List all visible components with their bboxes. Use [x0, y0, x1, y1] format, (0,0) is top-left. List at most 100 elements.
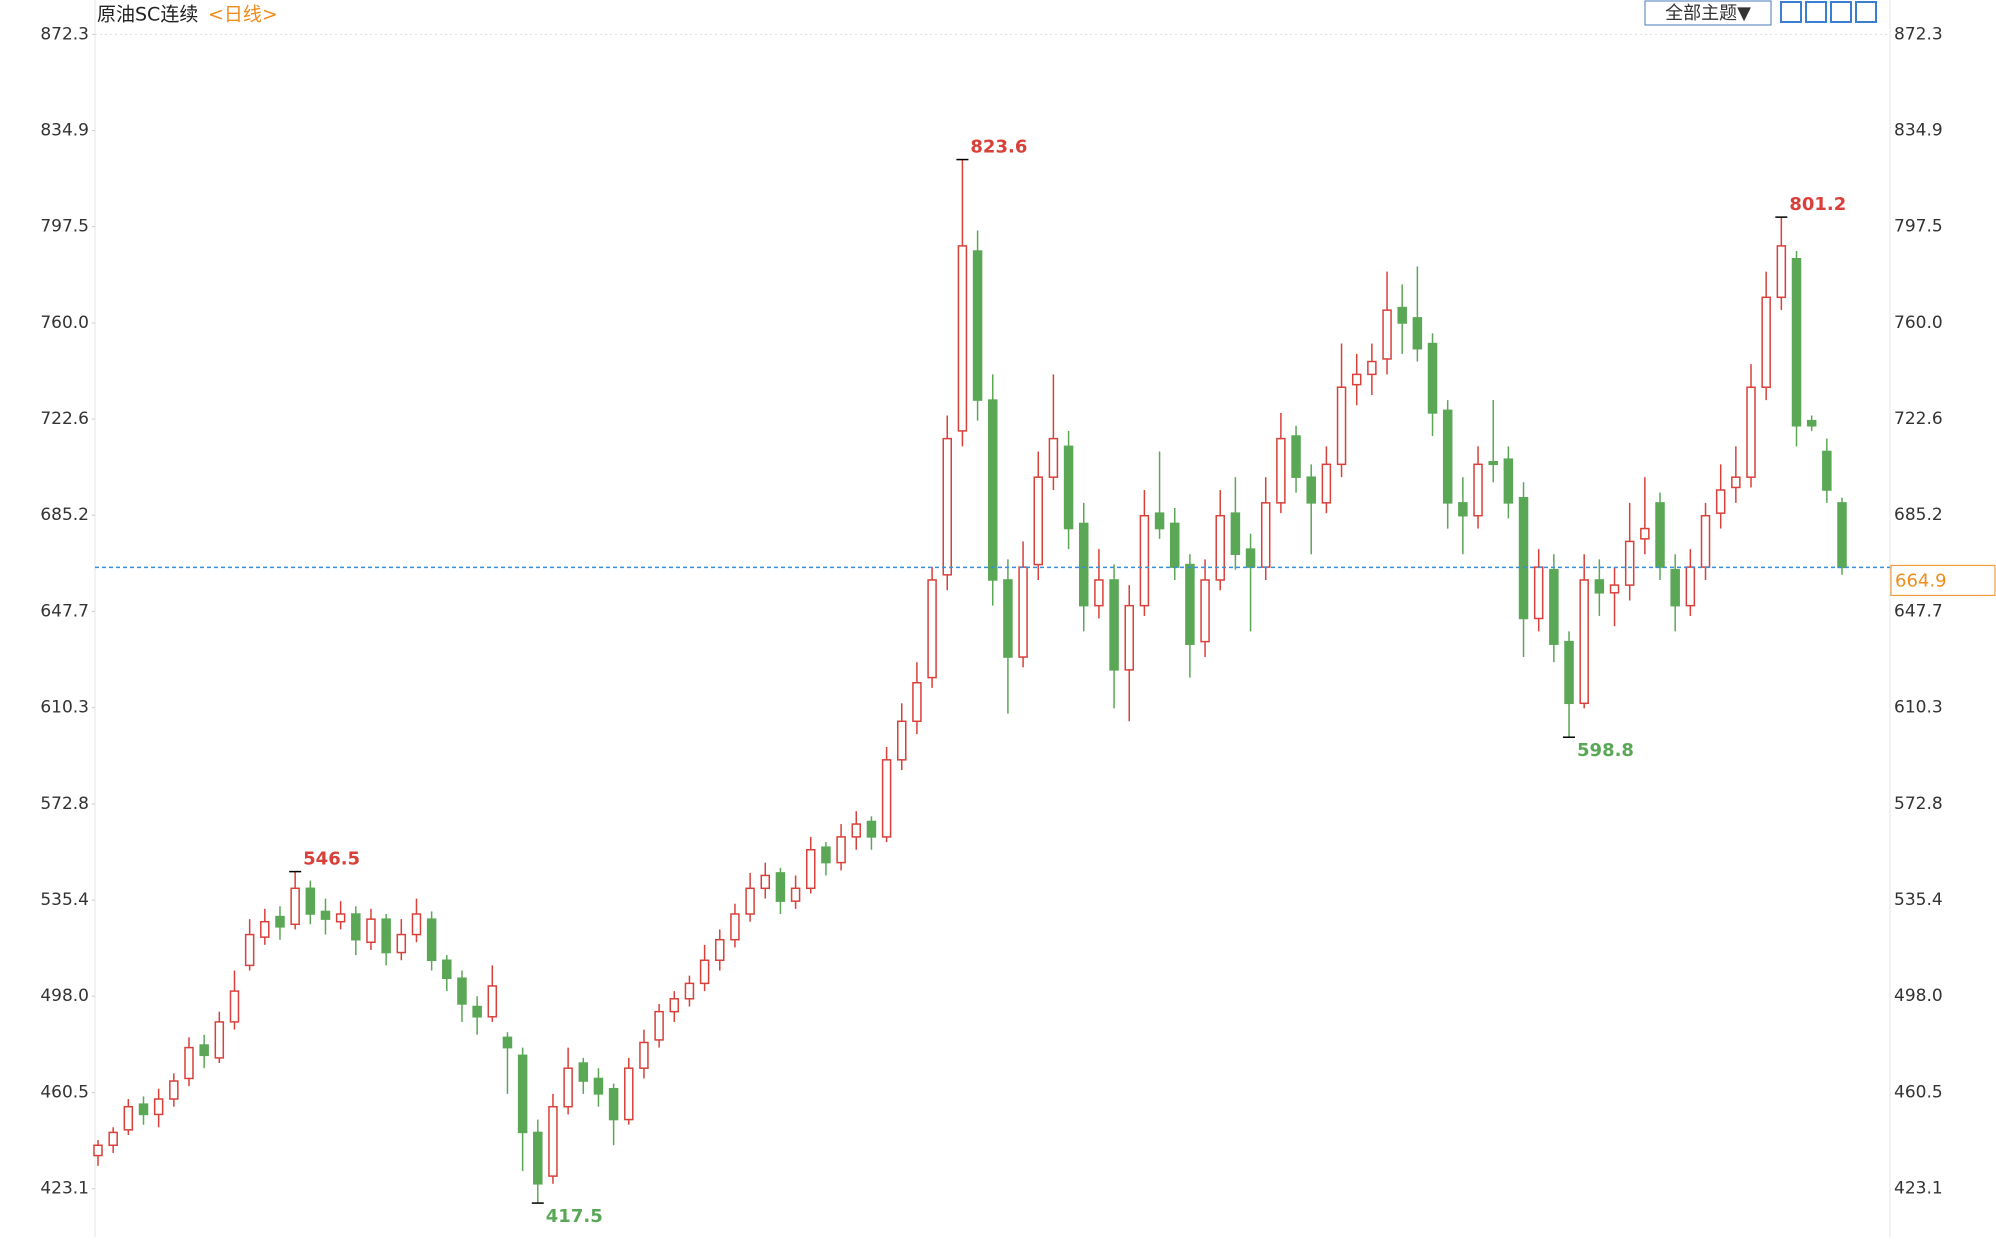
candle-body [1260, 502, 1271, 568]
y2-tick-label: 722.6 [1894, 409, 1943, 429]
y-tick-label: 572.8 [40, 794, 89, 814]
candle-body [1094, 579, 1104, 607]
tool-icon[interactable] [1780, 1, 1802, 23]
candle-body [1746, 386, 1756, 478]
y-tick-label: 610.3 [40, 698, 89, 718]
candle-body [366, 918, 376, 944]
toolbar [1780, 1, 1877, 23]
candle-body [1473, 463, 1483, 517]
tool-icon[interactable] [1830, 1, 1852, 23]
y-tick-label: 722.6 [40, 409, 89, 429]
candle-body [578, 1062, 589, 1082]
candle-body [1124, 604, 1134, 671]
candle-body [1761, 296, 1771, 388]
y2-tick-label: 535.4 [1894, 890, 1943, 910]
candle-body [1837, 502, 1847, 569]
candle-body [335, 913, 346, 923]
annotation-label: 598.8 [1577, 740, 1634, 761]
candle-body [790, 887, 801, 902]
annotation-label: 823.6 [970, 137, 1027, 158]
candle-body [1518, 496, 1529, 620]
candle-body [684, 982, 695, 1000]
tool-icon[interactable] [1855, 1, 1877, 23]
candle-body [123, 1105, 134, 1131]
candle-body [1822, 450, 1832, 491]
annotation-label: 417.5 [546, 1206, 603, 1227]
theme-button[interactable] [1644, 0, 1772, 26]
candle-body [1397, 306, 1407, 324]
candle-body [93, 1144, 103, 1157]
candle-body [1488, 461, 1498, 466]
y2-tick-label: 797.5 [1894, 217, 1943, 237]
candle-body [851, 823, 862, 838]
chart-title: 原油SC连续 [97, 4, 198, 26]
candle-body [669, 998, 680, 1013]
candle-body [108, 1131, 118, 1147]
candle-body [214, 1021, 225, 1059]
candle-body [715, 938, 725, 962]
candle-body [987, 399, 998, 581]
candle-body [1791, 258, 1802, 427]
candle-body [487, 985, 498, 1018]
annotation-label: 546.5 [303, 849, 360, 870]
candle-body [942, 437, 953, 576]
candle-body [821, 846, 831, 864]
candle-body [927, 579, 937, 679]
candle-body [1230, 512, 1241, 556]
candle-body [1018, 566, 1028, 658]
candle-body [1185, 563, 1195, 645]
candle-body [1564, 640, 1574, 705]
candle-body [472, 1005, 482, 1018]
last-price-box [1890, 564, 1996, 596]
candle-body [1382, 309, 1392, 360]
candle-body [654, 1010, 664, 1041]
y-tick-label: 647.7 [40, 602, 89, 622]
y2-tick-label: 460.5 [1894, 1083, 1943, 1103]
candle-body [1367, 360, 1377, 376]
candle-body [1640, 527, 1650, 540]
candle-body [1442, 409, 1453, 504]
candle-body [1078, 522, 1089, 607]
candle-body [138, 1103, 149, 1116]
candle-body [1594, 579, 1605, 594]
candle-body [624, 1067, 634, 1121]
tool-icon[interactable] [1805, 1, 1827, 23]
candle-body [1245, 548, 1256, 568]
candle-body [1579, 579, 1589, 705]
candle-body [775, 872, 786, 902]
candle-body [199, 1044, 209, 1057]
candle-body [1609, 584, 1620, 594]
y2-tick-label: 647.7 [1894, 602, 1943, 622]
y2-tick-label: 572.8 [1894, 794, 1943, 814]
candle-body [1624, 540, 1635, 586]
candle-body [1321, 463, 1332, 504]
candle-body [275, 915, 285, 928]
candle-body [912, 681, 922, 723]
candle-body [806, 849, 816, 890]
y-tick-label: 834.9 [40, 121, 89, 141]
candle-body [1549, 568, 1559, 645]
candle-body [608, 1087, 619, 1121]
candle-body [1412, 317, 1423, 350]
candle-body [1291, 435, 1301, 478]
theme-button-label[interactable]: 全部主题▼ [1665, 3, 1751, 24]
candle-body [1306, 476, 1316, 504]
candle-body [533, 1131, 543, 1185]
candle-body [881, 759, 892, 838]
candle-body [1503, 458, 1514, 504]
candle-body [442, 959, 452, 979]
candle-body [1154, 512, 1165, 530]
candle-body [1670, 568, 1680, 607]
y-tick-label: 685.2 [40, 505, 89, 525]
y2-tick-label: 498.0 [1894, 986, 1943, 1006]
candle-body [1139, 514, 1150, 607]
candle-body [1276, 437, 1286, 504]
period-label: <日线> [208, 4, 278, 26]
last-price-label: 664.9 [1895, 570, 1947, 591]
y2-tick-label: 760.0 [1894, 313, 1943, 333]
candle-body [866, 820, 877, 838]
candle-body [1048, 437, 1059, 478]
candle-body [1109, 579, 1119, 671]
candle-body [563, 1067, 573, 1108]
